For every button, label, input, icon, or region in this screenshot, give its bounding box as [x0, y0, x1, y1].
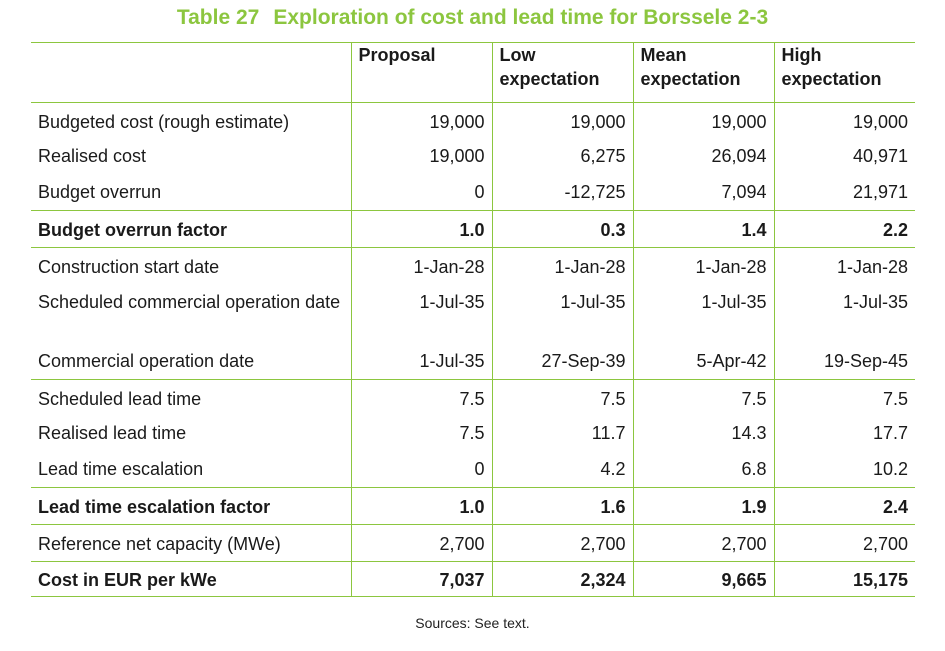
table-row: Lead time escalation factor 1.0 1.6 1.9 2.4 — [31, 487, 915, 525]
row-value: 7,037 — [350, 561, 492, 597]
row-label: Budget overrun factor — [31, 210, 351, 248]
row-value: 11.7 — [491, 415, 633, 452]
row-value: 1-Jul-35 — [632, 284, 774, 344]
column-header-mean: Mean expectation — [632, 42, 774, 103]
row-value: 19,000 — [773, 102, 915, 139]
row-value: 1.0 — [350, 487, 492, 525]
table-title: Table 27 Exploration of cost and lead tim… — [0, 6, 945, 30]
row-value: 15,175 — [773, 561, 915, 597]
row-label: Reference net capacity (MWe) — [31, 524, 351, 562]
header-row: Proposal Low expectation Mean expectatio… — [31, 42, 915, 103]
row-label: Lead time escalation — [38, 458, 204, 479]
row-value: 6.8 — [632, 451, 774, 488]
row-value: 10.2 — [773, 451, 915, 488]
table-row: Scheduled commercial operation date 1-Jul… — [31, 284, 915, 344]
column-header-proposal: Proposal — [350, 42, 492, 103]
row-value: 4.2 — [491, 451, 633, 488]
row-value: 1.9 — [632, 487, 774, 525]
row-value: 1-Jan-28 — [632, 247, 774, 285]
row-value: 9,665 — [632, 561, 774, 597]
row-value: 21,971 — [773, 174, 915, 211]
table-row: Lead time escalation 0 4.2 6.8 10.2 — [31, 451, 915, 488]
row-label: Budget overrun — [38, 181, 162, 202]
row-value: 0 — [350, 451, 492, 488]
row-value: 1.4 — [632, 210, 774, 248]
row-value: 2,700 — [632, 524, 774, 562]
table-row: Budget overrun 0 -12,725 7,094 21,971 — [31, 174, 915, 211]
row-value: 19,000 — [350, 102, 492, 139]
row-value: 1-Jul-35 — [491, 284, 633, 344]
row-value: 2,700 — [350, 524, 492, 562]
column-header-label — [31, 42, 351, 103]
table-row: Cost in EUR per kWe 7,037 2,324 9,665 15,175 — [31, 561, 915, 597]
row-value: 2,700 — [491, 524, 633, 562]
row-value: 1-Jan-28 — [773, 247, 915, 285]
row-label: Budgeted cost (rough estimate) — [31, 102, 351, 139]
row-value: 7,094 — [632, 174, 774, 211]
row-label: Scheduled lead time — [31, 379, 351, 416]
row-label: Construction start date — [31, 247, 351, 285]
row-value: 1-Jul-35 — [350, 284, 492, 344]
row-value: 0 — [350, 174, 492, 211]
source-note: Sources: See text. — [415, 615, 530, 631]
row-value: 1-Jan-28 — [491, 247, 633, 285]
table-number: Table 27 — [176, 6, 260, 29]
table-row: Realised cost 19,000 6,275 26,094 40,971 — [31, 138, 915, 175]
table-row: Construction start date 1-Jan-28 1-Jan-28 1… — [31, 247, 915, 285]
row-value: 40,971 — [773, 138, 915, 175]
row-value: 7.5 — [491, 379, 633, 416]
row-value: 19-Sep-45 — [773, 343, 915, 380]
row-value: 1-Jul-35 — [773, 284, 915, 344]
table-row: Budget overrun factor 1.0 0.3 1.4 2.2 — [31, 210, 915, 248]
column-header-high: High expectation — [773, 42, 915, 103]
column-header-low: Low expectation — [491, 42, 633, 103]
row-value: 19,000 — [350, 138, 492, 175]
table-title-text: Exploration of cost and lead time for Bo… — [273, 6, 769, 29]
row-label: Lead time escalation factor — [31, 487, 351, 525]
row-value: 1-Jan-28 — [350, 247, 492, 285]
row-value: 14.3 — [632, 415, 774, 452]
row-value: 26,094 — [632, 138, 774, 175]
row-value: -12,725 — [491, 174, 633, 211]
row-value: 2,700 — [773, 524, 915, 562]
table-row: Realised lead time 7.5 11.7 14.3 17.7 — [31, 415, 915, 452]
table-row: Scheduled lead time 7.5 7.5 7.5 7.5 — [31, 379, 915, 416]
row-value: 5-Apr-42 — [632, 343, 774, 380]
row-label: Cost in EUR per kWe — [31, 561, 351, 597]
data-table: Proposal Low expectation Mean expectatio… — [31, 42, 915, 597]
row-value: 19,000 — [632, 102, 774, 139]
row-value: 1.6 — [491, 487, 633, 525]
row-value: 19,000 — [491, 102, 633, 139]
row-value: 2.2 — [773, 210, 915, 248]
row-value: 1.0 — [350, 210, 492, 248]
row-value: 2.4 — [773, 487, 915, 525]
row-value: 7.5 — [632, 379, 774, 416]
row-label: Scheduled commercial operation date — [38, 291, 341, 312]
row-value: 1-Jul-35 — [350, 343, 492, 380]
row-label: Realised cost — [38, 145, 147, 166]
row-value: 6,275 — [491, 138, 633, 175]
row-value: 27-Sep-39 — [491, 343, 633, 380]
table-body: Budgeted cost (rough estimate) 19,000 19,0… — [31, 102, 915, 597]
row-label: Commercial operation date — [38, 350, 255, 371]
row-value: 0.3 — [491, 210, 633, 248]
table-row: Reference net capacity (MWe) 2,700 2,700 2,… — [31, 524, 915, 562]
table-row: Commercial operation date 1-Jul-35 27-Sep-… — [31, 343, 915, 380]
row-value: 17.7 — [773, 415, 915, 452]
row-value: 2,324 — [491, 561, 633, 597]
row-value: 7.5 — [350, 415, 492, 452]
row-value: 7.5 — [773, 379, 915, 416]
row-value: 7.5 — [350, 379, 492, 416]
table-row: Budgeted cost (rough estimate) 19,000 19,0… — [31, 102, 915, 139]
row-label: Realised lead time — [38, 422, 187, 443]
